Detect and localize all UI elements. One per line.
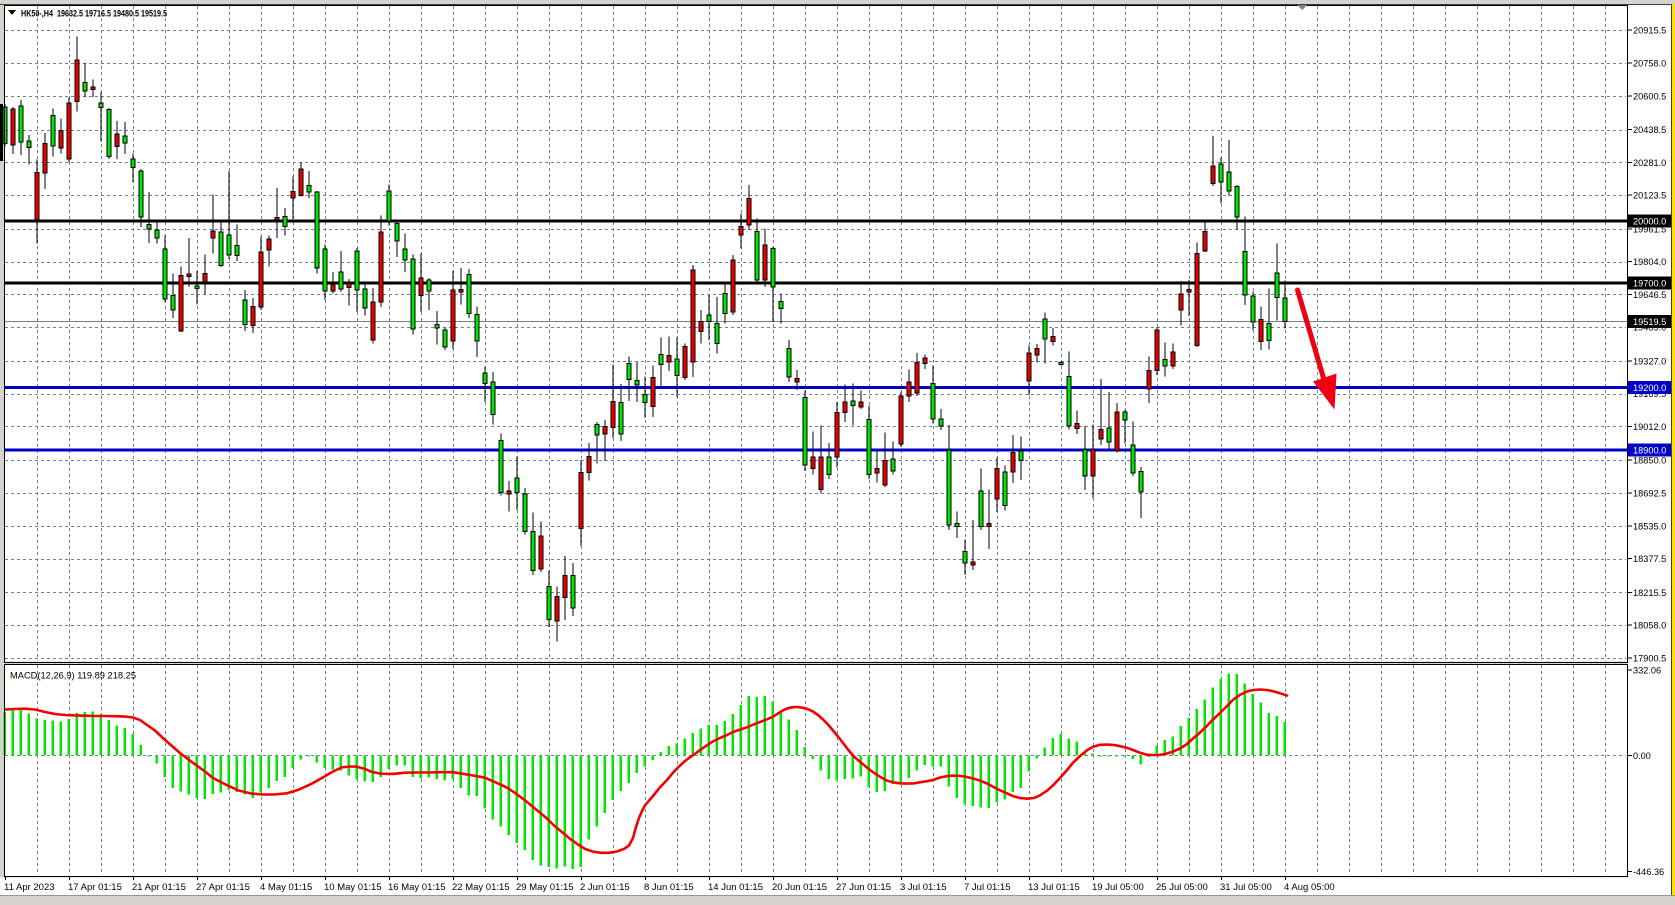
svg-text:19961.5: 19961.5 [1633, 224, 1666, 234]
svg-text:18692.5: 18692.5 [1633, 489, 1666, 499]
svg-text:-446.36: -446.36 [1633, 867, 1664, 877]
svg-text:21 Apr 01:15: 21 Apr 01:15 [132, 882, 186, 893]
svg-text:19169.5: 19169.5 [1633, 389, 1666, 399]
svg-text:19 Jul 05:00: 19 Jul 05:00 [1092, 882, 1144, 893]
svg-text:2 Jun 01:15: 2 Jun 01:15 [580, 882, 630, 893]
svg-text:18850.0: 18850.0 [1633, 456, 1666, 466]
svg-text:19646.5: 19646.5 [1633, 290, 1666, 300]
svg-text:18377.5: 18377.5 [1633, 554, 1666, 564]
svg-text:20123.5: 20123.5 [1633, 191, 1666, 201]
svg-text:19700.0: 19700.0 [1633, 279, 1666, 289]
svg-text:31 Jul 05:00: 31 Jul 05:00 [1220, 882, 1272, 893]
svg-text:14 Jun 01:15: 14 Jun 01:15 [708, 882, 763, 893]
svg-text:18535.0: 18535.0 [1633, 521, 1666, 531]
svg-text:13 Jul 01:15: 13 Jul 01:15 [1028, 882, 1080, 893]
svg-text:4 May 01:15: 4 May 01:15 [260, 882, 312, 893]
svg-text:18058.0: 18058.0 [1633, 621, 1666, 631]
svg-text:20758.0: 20758.0 [1633, 59, 1666, 69]
svg-text:MACD(12,26,9) 119.89 218.25: MACD(12,26,9) 119.89 218.25 [10, 671, 136, 681]
svg-text:19012.0: 19012.0 [1633, 422, 1666, 432]
svg-text:4 Aug 05:00: 4 Aug 05:00 [1284, 882, 1335, 893]
svg-text:20915.5: 20915.5 [1633, 26, 1666, 36]
svg-text:20281.0: 20281.0 [1633, 158, 1666, 168]
svg-text:20000.0: 20000.0 [1633, 217, 1666, 227]
svg-text:3 Jul 01:15: 3 Jul 01:15 [900, 882, 946, 893]
svg-text:22 May 01:15: 22 May 01:15 [452, 882, 510, 893]
svg-text:27 Apr 01:15: 27 Apr 01:15 [196, 882, 250, 893]
svg-text:25 Jul 05:00: 25 Jul 05:00 [1156, 882, 1208, 893]
svg-text:332.06: 332.06 [1633, 666, 1661, 676]
svg-text:18900.0: 18900.0 [1633, 446, 1666, 456]
svg-text:11 Apr 2023: 11 Apr 2023 [4, 882, 55, 893]
svg-text:7 Jul 01:15: 7 Jul 01:15 [964, 882, 1010, 893]
svg-text:29 May 01:15: 29 May 01:15 [516, 882, 574, 893]
svg-text:17900.5: 17900.5 [1633, 653, 1666, 663]
svg-text:16 May 01:15: 16 May 01:15 [388, 882, 446, 893]
svg-text:19200.0: 19200.0 [1633, 383, 1666, 393]
svg-text:17 Apr 01:15: 17 Apr 01:15 [68, 882, 122, 893]
svg-text:19327.0: 19327.0 [1633, 357, 1666, 367]
svg-text:20438.5: 20438.5 [1633, 125, 1666, 135]
svg-text:19519.5: 19519.5 [1633, 317, 1666, 327]
svg-text:18215.5: 18215.5 [1633, 588, 1666, 598]
svg-text:27 Jun 01:15: 27 Jun 01:15 [836, 882, 891, 893]
svg-text:0.00: 0.00 [1633, 751, 1651, 761]
svg-text:8 Jun 01:15: 8 Jun 01:15 [644, 882, 694, 893]
svg-text:10 May 01:15: 10 May 01:15 [324, 882, 382, 893]
svg-text:20 Jun 01:15: 20 Jun 01:15 [772, 882, 827, 893]
svg-text:19804.0: 19804.0 [1633, 257, 1666, 267]
svg-text:HK50-,H4 19632.5 19716.5 1948: HK50-,H4 19632.5 19716.5 19480.5 19519.5 [21, 8, 167, 19]
svg-text:20600.5: 20600.5 [1633, 92, 1666, 102]
